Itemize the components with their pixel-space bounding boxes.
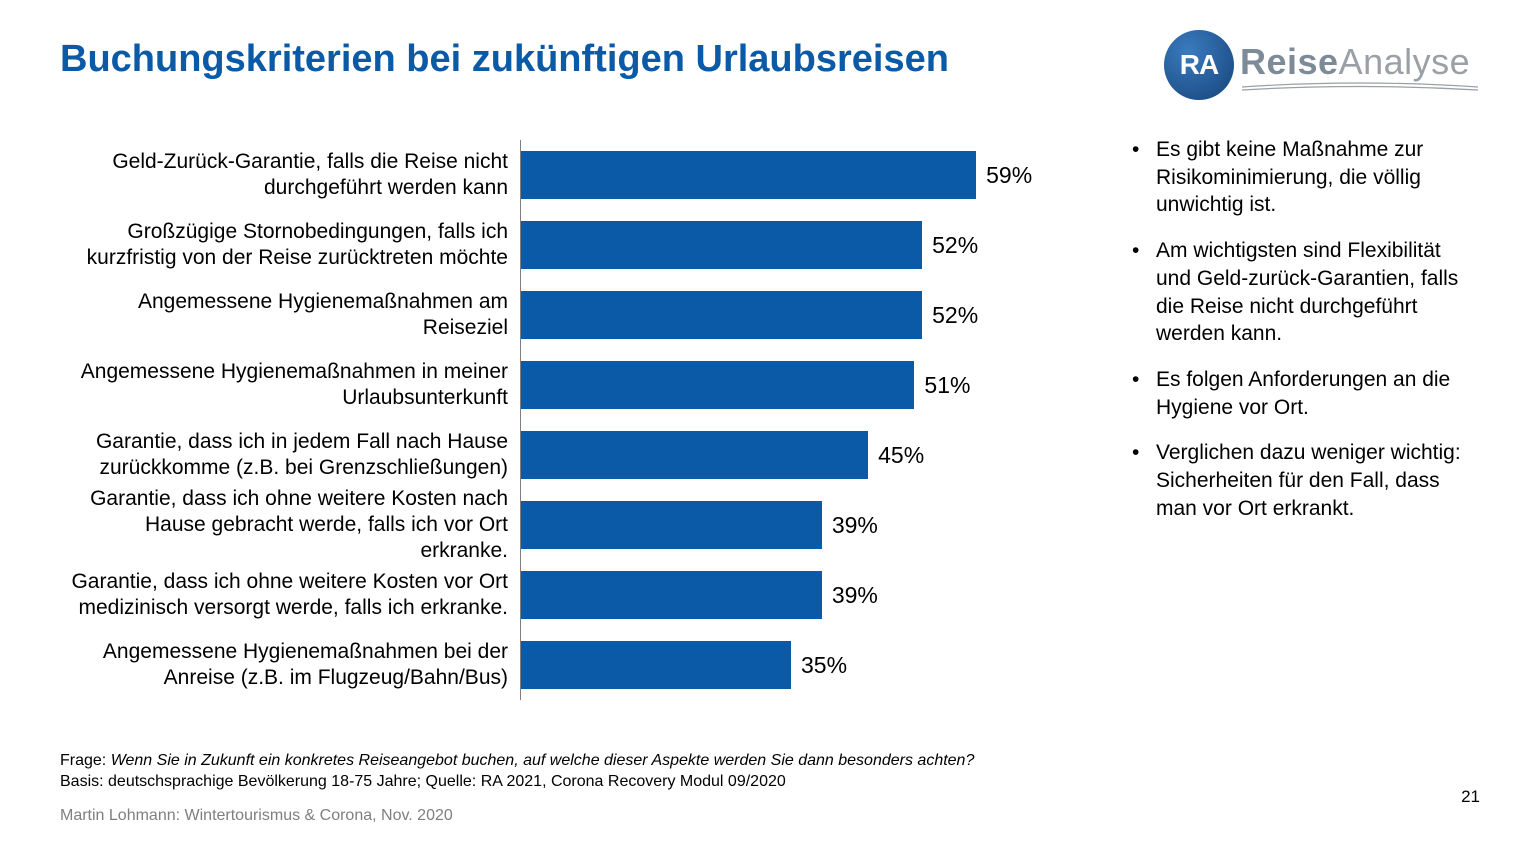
bar (521, 291, 922, 339)
logo-word-light: Analyse (1339, 41, 1471, 82)
bullet-item: Am wichtigsten sind Flexibilität und Gel… (1156, 237, 1470, 348)
bar-track: 35% (520, 630, 1070, 700)
brand-logo: RA ReiseAnalyse (1164, 30, 1480, 100)
basis-text: Basis: deutschsprachige Bevölkerung 18-7… (60, 773, 786, 790)
body: Geld-Zurück-Garantie, falls die Reise ni… (60, 130, 1480, 700)
bullet-item: Es gibt keine Maßnahme zur Risikominimie… (1156, 136, 1470, 219)
bar (521, 361, 914, 409)
bar-value: 51% (924, 372, 970, 399)
bar (521, 571, 822, 619)
chart-row: Großzügige Stornobedingungen, falls ich … (60, 210, 1070, 280)
bar-label: Großzügige Stornobedingungen, falls ich … (60, 219, 520, 272)
chart-row: Garantie, dass ich ohne weitere Kosten v… (60, 560, 1070, 630)
bar-track: 52% (520, 210, 1070, 280)
bar-value: 52% (932, 232, 978, 259)
header: Buchungskriterien bei zukünftigen Urlaub… (60, 30, 1480, 100)
bar-value: 59% (986, 162, 1032, 189)
bar-label: Garantie, dass ich ohne weitere Kosten n… (60, 486, 520, 565)
logo-underline-icon (1240, 81, 1480, 89)
bar (521, 501, 822, 549)
chart-row: Angemessene Hygienemaßnahmen am Reisezie… (60, 280, 1070, 350)
footer: Frage: Wenn Sie in Zukunft ein konkretes… (60, 750, 1480, 825)
bar-value: 39% (832, 512, 878, 539)
bar-label: Angemessene Hygienemaßnahmen in meiner U… (60, 359, 520, 412)
question-label: Frage: (60, 752, 111, 769)
chart-row: Angemessene Hygienemaßnahmen in meiner U… (60, 350, 1070, 420)
page-number: 21 (1461, 787, 1480, 807)
bar-label: Garantie, dass ich in jedem Fall nach Ha… (60, 429, 520, 482)
bar-value: 52% (932, 302, 978, 329)
bar-label: Angemessene Hygienemaßnahmen bei der Anr… (60, 639, 520, 692)
bar-track: 52% (520, 280, 1070, 350)
slide-title: Buchungskriterien bei zukünftigen Urlaub… (60, 38, 949, 81)
bar-label: Geld-Zurück-Garantie, falls die Reise ni… (60, 149, 520, 202)
logo-circle-icon: RA (1164, 30, 1234, 100)
question-text: Wenn Sie in Zukunft ein konkretes Reisea… (111, 752, 975, 769)
presenter-line: Martin Lohmann: Wintertourismus & Corona… (60, 807, 1480, 825)
bar-label: Garantie, dass ich ohne weitere Kosten v… (60, 569, 520, 622)
bar-track: 39% (520, 560, 1070, 630)
chart-row: Garantie, dass ich ohne weitere Kosten n… (60, 490, 1070, 560)
bar (521, 641, 791, 689)
bar-track: 51% (520, 350, 1070, 420)
bar (521, 221, 922, 269)
bar (521, 151, 976, 199)
chart-row: Angemessene Hygienemaßnahmen bei der Anr… (60, 630, 1070, 700)
h-bar-chart: Geld-Zurück-Garantie, falls die Reise ni… (60, 130, 1070, 700)
key-findings: Es gibt keine Maßnahme zur Risikominimie… (1070, 130, 1480, 700)
bar-value: 35% (801, 652, 847, 679)
bar (521, 431, 868, 479)
bar-track: 45% (520, 420, 1070, 490)
chart-row: Geld-Zurück-Garantie, falls die Reise ni… (60, 140, 1070, 210)
bullet-item: Verglichen dazu weniger wichtig: Sicherh… (1156, 439, 1470, 522)
bar-track: 59% (520, 140, 1070, 210)
bar-value: 45% (878, 442, 924, 469)
chart-row: Garantie, dass ich in jedem Fall nach Ha… (60, 420, 1070, 490)
bar-track: 39% (520, 490, 1070, 560)
bar-label: Angemessene Hygienemaßnahmen am Reisezie… (60, 289, 520, 342)
bar-value: 39% (832, 582, 878, 609)
bullet-list: Es gibt keine Maßnahme zur Risikominimie… (1130, 136, 1470, 523)
logo-text-wrap: ReiseAnalyse (1240, 41, 1480, 89)
slide: Buchungskriterien bei zukünftigen Urlaub… (0, 0, 1530, 849)
logo-text: ReiseAnalyse (1240, 41, 1480, 83)
logo-word-strong: Reise (1240, 41, 1339, 82)
footnote: Frage: Wenn Sie in Zukunft ein konkretes… (60, 750, 1480, 793)
bullet-item: Es folgen Anforderungen an die Hygiene v… (1156, 366, 1470, 421)
